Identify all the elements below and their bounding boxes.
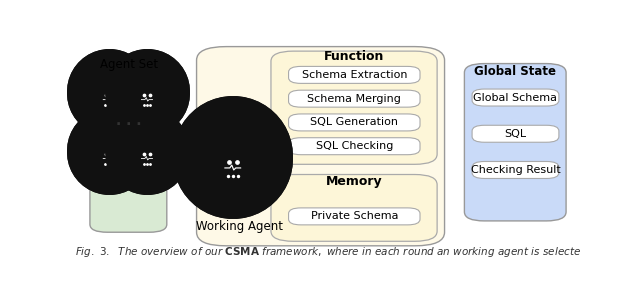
Text: Function: Function xyxy=(324,50,385,63)
Text: SQL Checking: SQL Checking xyxy=(316,141,393,151)
FancyBboxPatch shape xyxy=(101,155,116,162)
FancyBboxPatch shape xyxy=(140,155,154,162)
Text: Agent Set: Agent Set xyxy=(100,58,157,71)
FancyBboxPatch shape xyxy=(465,64,566,221)
Text: $\it{Fig.\ 3.\ \ The\ overview\ of\ our\ }$$\mathbf{CSMA}$$\it{\ framework,\ whe: $\it{Fig.\ 3.\ \ The\ overview\ of\ our\… xyxy=(75,245,581,259)
FancyBboxPatch shape xyxy=(101,163,116,166)
FancyBboxPatch shape xyxy=(140,104,154,107)
FancyBboxPatch shape xyxy=(140,155,154,162)
FancyBboxPatch shape xyxy=(140,163,154,166)
FancyBboxPatch shape xyxy=(140,152,154,157)
Text: Global State: Global State xyxy=(474,65,557,78)
FancyBboxPatch shape xyxy=(289,114,420,131)
FancyBboxPatch shape xyxy=(102,152,116,157)
Text: ⚙: ⚙ xyxy=(238,139,250,152)
FancyBboxPatch shape xyxy=(223,164,243,172)
Text: Schema Merging: Schema Merging xyxy=(307,94,401,104)
FancyBboxPatch shape xyxy=(102,93,116,98)
FancyBboxPatch shape xyxy=(140,152,154,157)
FancyBboxPatch shape xyxy=(140,93,154,98)
Text: Memory: Memory xyxy=(326,175,383,188)
FancyBboxPatch shape xyxy=(140,96,154,103)
FancyBboxPatch shape xyxy=(472,161,559,178)
Text: SQL Generation: SQL Generation xyxy=(310,117,398,127)
FancyBboxPatch shape xyxy=(271,175,437,241)
Text: Private Schema: Private Schema xyxy=(310,211,398,221)
FancyBboxPatch shape xyxy=(472,89,559,106)
FancyBboxPatch shape xyxy=(140,104,154,107)
FancyBboxPatch shape xyxy=(289,208,420,225)
FancyBboxPatch shape xyxy=(101,163,116,166)
FancyBboxPatch shape xyxy=(101,155,116,162)
Text: · · ·: · · · xyxy=(116,118,141,132)
FancyBboxPatch shape xyxy=(223,175,243,178)
Text: Working Agent: Working Agent xyxy=(196,220,284,233)
FancyBboxPatch shape xyxy=(101,96,116,103)
FancyBboxPatch shape xyxy=(223,159,242,166)
FancyBboxPatch shape xyxy=(196,46,445,246)
Text: Schema Extraction: Schema Extraction xyxy=(301,70,407,80)
FancyBboxPatch shape xyxy=(102,152,116,157)
FancyBboxPatch shape xyxy=(289,66,420,83)
FancyBboxPatch shape xyxy=(271,51,437,164)
FancyBboxPatch shape xyxy=(101,96,116,103)
Text: SQL: SQL xyxy=(504,129,527,139)
Text: Checking Result: Checking Result xyxy=(470,165,561,175)
FancyBboxPatch shape xyxy=(101,104,116,107)
Text: Global Schema: Global Schema xyxy=(474,93,557,103)
FancyBboxPatch shape xyxy=(140,96,154,103)
FancyBboxPatch shape xyxy=(223,175,243,178)
FancyBboxPatch shape xyxy=(101,104,116,107)
FancyBboxPatch shape xyxy=(102,93,116,98)
FancyBboxPatch shape xyxy=(90,56,167,232)
FancyBboxPatch shape xyxy=(140,163,154,166)
FancyBboxPatch shape xyxy=(140,93,154,98)
FancyBboxPatch shape xyxy=(472,125,559,142)
FancyBboxPatch shape xyxy=(223,164,243,172)
FancyBboxPatch shape xyxy=(289,90,420,107)
FancyBboxPatch shape xyxy=(223,159,242,166)
FancyBboxPatch shape xyxy=(289,138,420,155)
